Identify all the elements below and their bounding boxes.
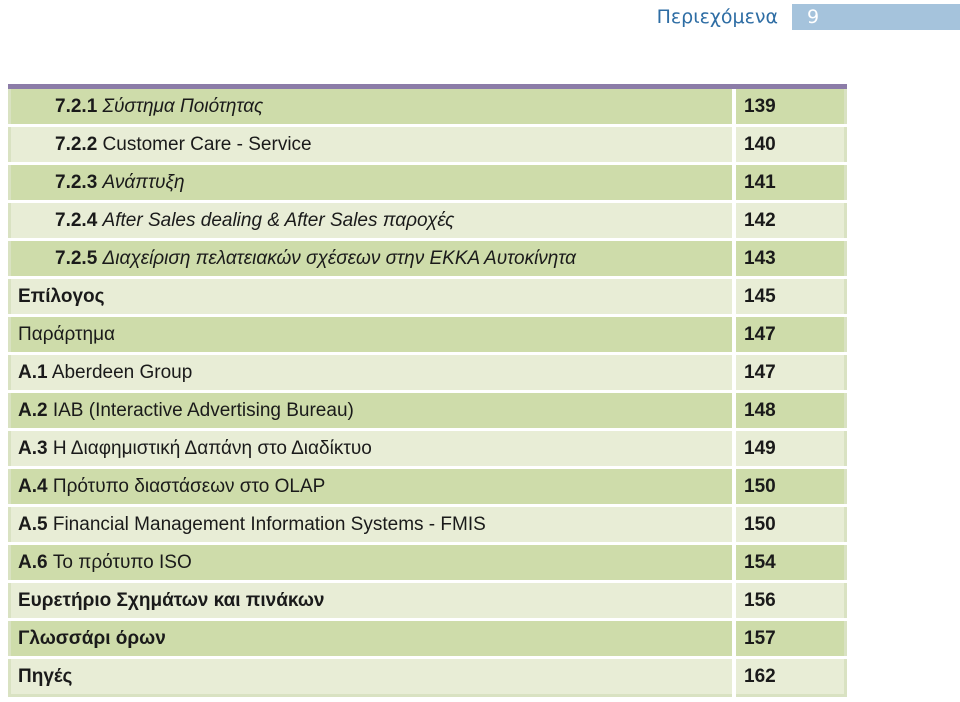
toc-entry[interactable]: 7.2.5 Διαχείριση πελατειακών σχέσεων στη… [9,239,734,279]
toc-row[interactable]: Ευρετήριο Σχημάτων και πινάκων 156 [9,581,846,621]
toc-entry-number: A.5 [18,513,48,535]
toc-entry-number: A.6 [18,551,48,573]
toc-page-number: 154 [732,543,846,583]
toc-entry-number: A.4 [18,475,48,497]
toc-entry[interactable]: Επίλογος [9,277,734,317]
page-number-box: 9 [792,4,960,30]
toc-entry[interactable]: Ευρετήριο Σχημάτων και πινάκων [9,581,734,621]
toc-row[interactable]: 7.2.4 After Sales dealing & After Sales … [9,201,846,241]
toc-entry[interactable]: A.3 Η Διαφημιστική Δαπάνη στο Διαδίκτυο [9,429,734,469]
toc-entry-number: 7.2.1 [55,95,98,117]
toc-entry-number: 7.2.3 [55,171,98,193]
toc-entry-number: 7.2.5 [55,247,98,269]
toc-entry-title: Παράρτημα [18,323,116,345]
toc-page-number: 143 [732,239,846,279]
toc-row[interactable]: 7.2.5 Διαχείριση πελατειακών σχέσεων στη… [9,239,846,279]
toc-entry-title: Σύστημα Ποιότητας [102,95,264,117]
toc-entry-title: Customer Care - Service [102,133,312,155]
toc-body: 7.2.1 Σύστημα Ποιότητας 139 7.2.2 Customer… [9,86,846,696]
toc-entry[interactable]: A.2 IAB (Interactive Advertising Bureau) [9,391,734,431]
toc-row[interactable]: A.4 Πρότυπο διαστάσεων στο OLAP 150 [9,467,846,507]
toc-page-number: 156 [732,581,846,621]
toc-entry-title: Πηγές [18,665,73,687]
toc-entry[interactable]: A.1 Aberdeen Group [9,353,734,393]
toc-entry-number: A.3 [18,437,48,459]
toc-entry-number: 7.2.4 [55,209,98,231]
toc-row[interactable]: 7.2.3 Ανάπτυξη 141 [9,163,846,203]
toc-row[interactable]: Παράρτημα 147 [9,315,846,355]
toc-entry-title: Aberdeen Group [51,361,193,383]
toc-row[interactable]: 7.2.2 Customer Care - Service 140 [9,125,846,165]
toc-row[interactable]: A.5 Financial Management Information Sys… [9,505,846,545]
toc-row[interactable]: A.1 Aberdeen Group 147 [9,353,846,393]
toc-entry-number: A.2 [18,399,48,421]
toc-entry-number: A.1 [18,361,48,383]
toc-entry-title: IAB (Interactive Advertising Bureau) [52,399,354,421]
toc-entry[interactable]: 7.2.1 Σύστημα Ποιότητας [9,86,734,127]
toc-entry[interactable]: 7.2.4 After Sales dealing & After Sales … [9,201,734,241]
toc-entry-title: Ευρετήριο Σχημάτων και πινάκων [18,589,325,611]
toc-entry[interactable]: Πηγές [9,657,734,696]
toc-entry[interactable]: 7.2.3 Ανάπτυξη [9,163,734,203]
toc-row[interactable]: Πηγές 162 [9,657,846,696]
toc-entry-title: Διαχείριση πελατειακών σχέσεων στην ΕΚΚΑ… [102,247,577,269]
toc-row[interactable]: A.6 Το πρότυπο ISO 154 [9,543,846,583]
toc-page-number: 139 [732,86,846,127]
toc-entry[interactable]: 7.2.2 Customer Care - Service [9,125,734,165]
toc-page-number: 141 [732,163,846,203]
toc-entry-title: Γλωσσάρι όρων [18,627,166,649]
toc-row[interactable]: A.2 IAB (Interactive Advertising Bureau)… [9,391,846,431]
toc-entry-title: Financial Management Information Systems… [52,513,486,535]
toc-entry[interactable]: A.5 Financial Management Information Sys… [9,505,734,545]
toc-page-number: 145 [732,277,846,317]
toc-page-number: 142 [732,201,846,241]
toc-page-number: 150 [732,505,846,545]
toc-row[interactable]: Γλωσσάρι όρων 157 [9,619,846,659]
toc-page-number: 148 [732,391,846,431]
toc-row[interactable]: Επίλογος 145 [9,277,846,317]
page-number: 9 [807,6,820,28]
toc-entry-title: Το πρότυπο ISO [52,551,192,573]
section-title: Περιεχόμενα [656,6,778,28]
toc-entry-title: Ανάπτυξη [102,171,185,193]
toc-row[interactable]: 7.2.1 Σύστημα Ποιότητας 139 [9,86,846,127]
toc-row[interactable]: A.3 Η Διαφημιστική Δαπάνη στο Διαδίκτυο 1… [9,429,846,469]
toc-entry-title: Η Διαφημιστική Δαπάνη στο Διαδίκτυο [52,437,372,459]
toc-entry[interactable]: Γλωσσάρι όρων [9,619,734,659]
toc-entry[interactable]: Παράρτημα [9,315,734,355]
toc-entry-title: Πρότυπο διαστάσεων στο OLAP [52,475,326,497]
toc-page-number: 149 [732,429,846,469]
table-of-contents: 7.2.1 Σύστημα Ποιότητας 139 7.2.2 Customer… [8,84,847,697]
toc-entry-number: 7.2.2 [55,133,98,155]
toc-page-number: 140 [732,125,846,165]
toc-entry-title: Επίλογος [18,285,105,307]
toc-entry[interactable]: A.4 Πρότυπο διαστάσεων στο OLAP [9,467,734,507]
toc-page-number: 147 [732,315,846,355]
toc-entry-title: After Sales dealing & After Sales παροχέ… [102,209,455,231]
toc-page-number: 157 [732,619,846,659]
toc-entry[interactable]: A.6 Το πρότυπο ISO [9,543,734,583]
toc-page-number: 150 [732,467,846,507]
toc-page-number: 162 [732,657,846,696]
toc-page-number: 147 [732,353,846,393]
